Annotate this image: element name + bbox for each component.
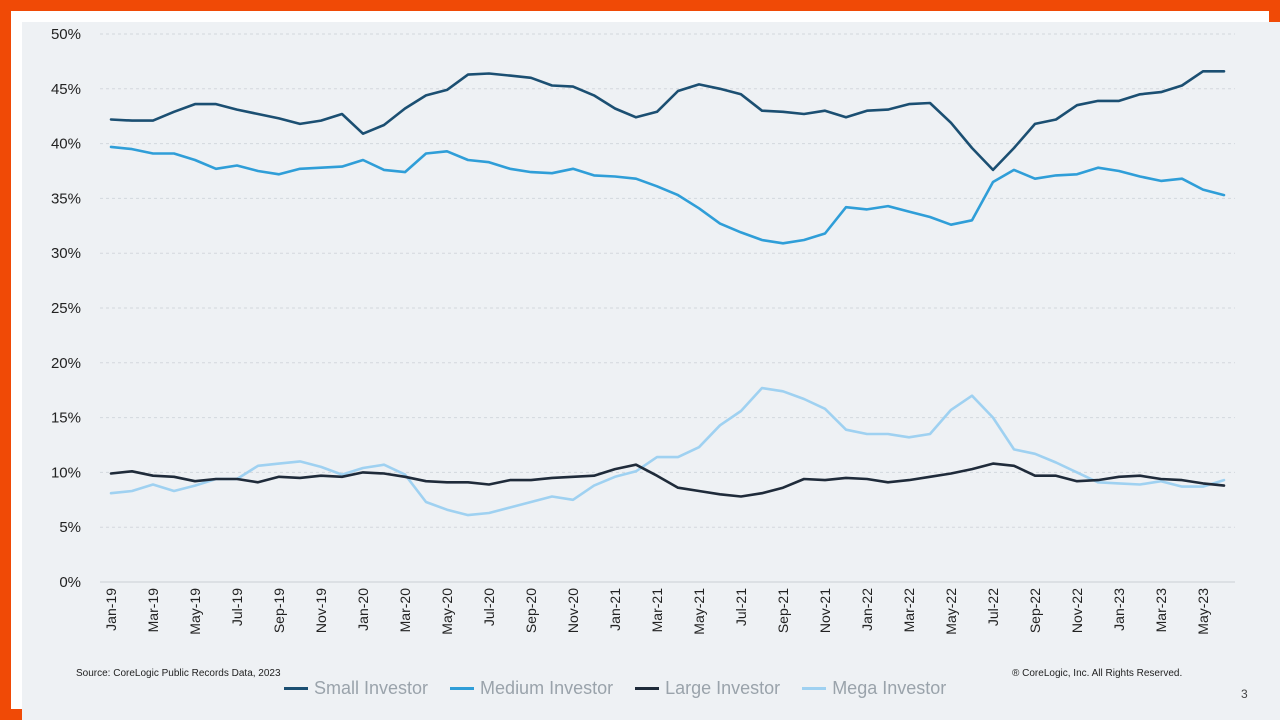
x-tick-label: Sep-19: [271, 588, 287, 633]
legend-item-large-investor: Large Investor: [635, 678, 780, 699]
x-tick-label: May-19: [187, 588, 203, 635]
legend: Small Investor Medium Investor Large Inv…: [284, 678, 946, 699]
y-tick-label: 15%: [51, 410, 81, 427]
x-tick-label: Mar-21: [649, 588, 665, 633]
x-tick-label: Jan-20: [355, 588, 371, 631]
x-tick-label: Jan-23: [1111, 588, 1127, 631]
legend-item-medium-investor: Medium Investor: [450, 678, 613, 699]
legend-label-mega: Mega Investor: [832, 678, 947, 698]
y-tick-label: 35%: [51, 190, 81, 207]
x-tick-label: Jan-22: [859, 588, 875, 631]
y-tick-label: 50%: [51, 26, 81, 43]
x-tick-label: Sep-22: [1027, 588, 1043, 633]
x-tick-label: Jul-19: [229, 588, 245, 626]
y-tick-label: 45%: [51, 81, 81, 98]
chart-panel: [22, 22, 1280, 720]
y-tick-label: 30%: [51, 245, 81, 262]
source-note: Source: CoreLogic Public Records Data, 2…: [76, 668, 281, 679]
legend-label-large: Large Investor: [665, 678, 781, 698]
x-tick-label: May-20: [439, 588, 455, 635]
x-tick-label: Jan-19: [103, 588, 119, 631]
x-tick-label: Mar-22: [901, 588, 917, 633]
x-tick-label: Jul-21: [733, 588, 749, 626]
copyright-note: ® CoreLogic, Inc. All Rights Reserved.: [1012, 668, 1183, 679]
legend-label-medium: Medium Investor: [480, 678, 614, 698]
x-tick-label: May-23: [1195, 588, 1211, 635]
legend-swatch-small: [284, 687, 308, 690]
x-tick-label: Mar-23: [1153, 588, 1169, 633]
x-tick-label: Jul-20: [481, 588, 497, 626]
x-tick-label: Nov-19: [313, 588, 329, 633]
y-tick-label: 20%: [51, 355, 81, 372]
series-line-medium-investor: [109, 145, 1226, 245]
series-lines: [109, 70, 1226, 517]
x-tick-label: Mar-20: [397, 588, 413, 633]
x-tick-label: Jul-22: [985, 588, 1001, 626]
x-tick-label: Nov-21: [817, 588, 833, 633]
y-tick-label: 10%: [51, 464, 81, 481]
legend-swatch-mega: [802, 687, 827, 690]
legend-item-mega-investor: Mega Investor: [802, 678, 946, 699]
x-tick-label: Nov-20: [565, 588, 581, 633]
series-line-large-investor: [109, 462, 1226, 498]
x-tick-label: Sep-20: [523, 588, 539, 633]
y-tick-label: 25%: [51, 300, 81, 317]
y-tick-label: 0%: [59, 574, 81, 591]
x-tick-label: Sep-21: [775, 588, 791, 633]
x-tick-label: Jan-21: [607, 588, 623, 631]
legend-swatch-medium: [450, 687, 475, 690]
x-tick-label: May-22: [943, 588, 959, 635]
x-tick-label: Mar-19: [145, 588, 161, 633]
grid-lines: [100, 33, 1235, 528]
x-axis: Jan-19 Mar-19 May-19 Jul-19 Sep-19 Nov-19 Jan-…: [100, 581, 1235, 635]
y-tick-label: 40%: [51, 136, 81, 153]
x-tick-label: May-21: [691, 588, 707, 635]
series-line-small-investor: [109, 70, 1226, 172]
legend-item-small-investor: Small Investor: [284, 678, 428, 699]
series-line-mega-investor: [109, 386, 1226, 517]
legend-swatch-large: [635, 687, 660, 690]
legend-label-small: Small Investor: [314, 678, 429, 698]
y-axis-ticks: 0% 5% 10% 15% 20% 25% 30% 35% 40% 45% 50%: [51, 26, 81, 591]
x-tick-label: Nov-22: [1069, 588, 1085, 633]
y-tick-label: 5%: [59, 519, 81, 536]
page-number: 3: [1241, 687, 1248, 701]
